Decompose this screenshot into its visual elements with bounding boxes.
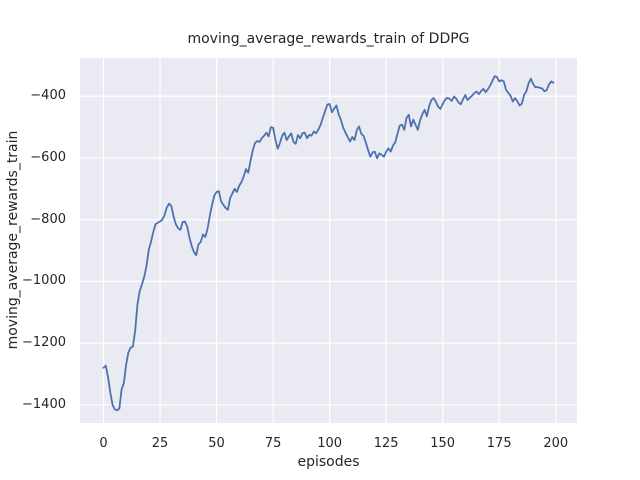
- x-axis-label: episodes: [297, 454, 360, 470]
- x-tick-label: 25: [151, 436, 169, 451]
- y-tick-label: −400: [30, 88, 66, 104]
- line-chart-svg: [80, 58, 577, 423]
- y-tick-label: −1000: [22, 273, 66, 289]
- x-tick-label: 125: [373, 436, 399, 451]
- y-tick-label: −800: [30, 211, 66, 227]
- x-tick-label: 0: [99, 436, 108, 451]
- x-tick-label: 100: [317, 436, 343, 451]
- plot-area: [80, 58, 577, 423]
- x-tick-label: 150: [430, 436, 456, 451]
- x-tick-label: 50: [208, 436, 225, 451]
- line-series: [102, 75, 555, 412]
- y-tick-label: −1200: [22, 335, 66, 351]
- y-tick-label: −600: [30, 149, 66, 165]
- y-tick-label: −1400: [22, 396, 66, 412]
- chart-title: moving_average_rewards_train of DDPG: [187, 31, 470, 47]
- x-tick-label: 175: [486, 436, 512, 451]
- x-tick-label: 200: [543, 436, 569, 451]
- x-tick-label: 75: [264, 436, 282, 451]
